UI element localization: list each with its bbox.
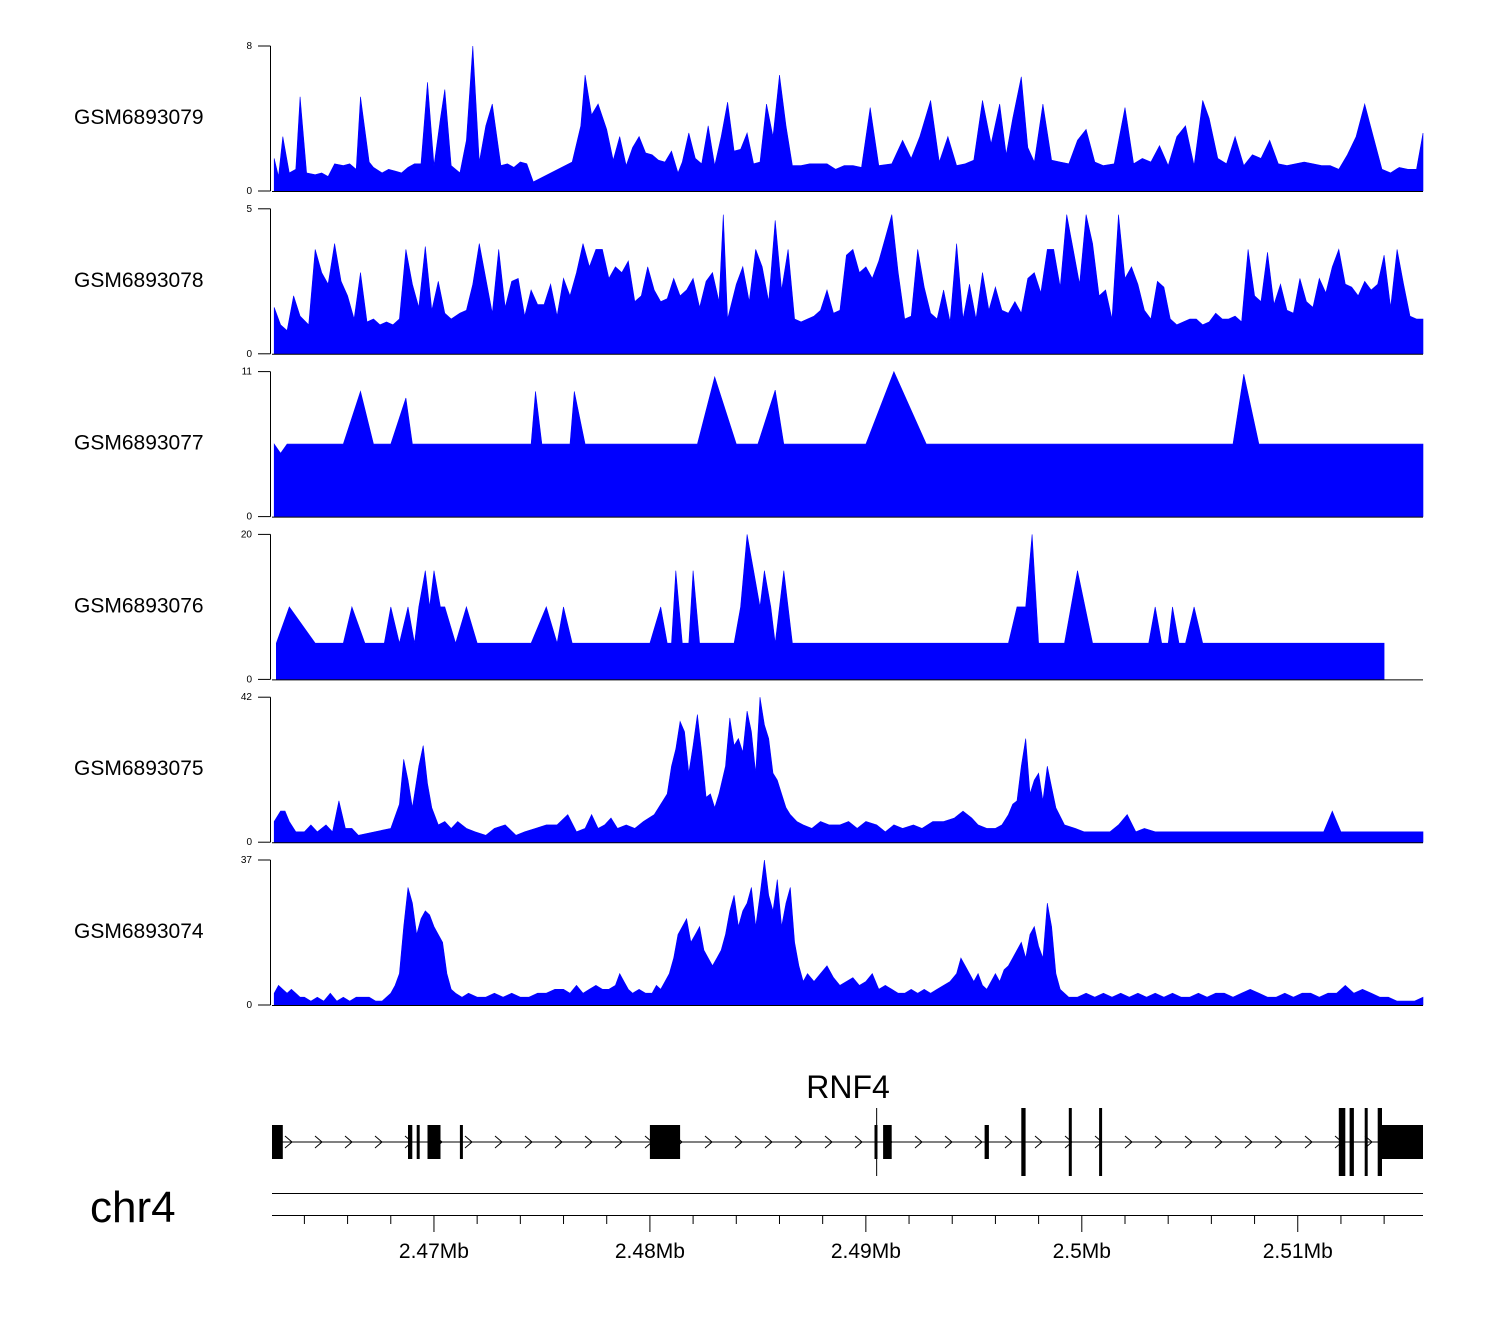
- strand-arrow: [764, 1135, 773, 1149]
- strand-arrow: [554, 1135, 563, 1149]
- chromosome-label: chr4: [90, 1183, 176, 1232]
- exon: [459, 1125, 463, 1159]
- strand-arrow: [1004, 1135, 1013, 1149]
- track-GSM6893076: GSM6893076 20 0: [74, 529, 1423, 685]
- strand-arrow: [944, 1135, 953, 1149]
- strand-arrow: [854, 1135, 863, 1149]
- y-axis-max-label: 11: [242, 367, 253, 378]
- strand-arrow: [1304, 1135, 1313, 1149]
- x-tick-label: 2.48Mb: [615, 1240, 685, 1263]
- strand-arrow: [1154, 1135, 1163, 1149]
- strand-arrow: [314, 1135, 323, 1149]
- strand-arrow: [494, 1135, 503, 1149]
- exon: [1382, 1125, 1423, 1159]
- y-axis-min-label: 0: [246, 674, 252, 685]
- x-tick-label: 2.51Mb: [1263, 1240, 1333, 1263]
- strand-arrow: [1034, 1135, 1043, 1149]
- strand-arrow: [704, 1135, 713, 1149]
- exon: [1021, 1108, 1026, 1176]
- y-axis-min-label: 0: [246, 512, 252, 523]
- strand-arrow: [524, 1135, 533, 1149]
- coverage-area: [273, 370, 1424, 517]
- genomic-axis: chr4 2.47Mb 2.48Mb 2.49Mb 2.5Mb 2.51Mb: [90, 1183, 1423, 1263]
- coverage-area: [273, 859, 1424, 1006]
- y-axis-max-label: 20: [241, 529, 253, 540]
- strand-arrow: [1214, 1135, 1223, 1149]
- coverage-tracks: GSM689307980GSM689307850GSM6893077110GSM…: [74, 41, 1424, 1011]
- coverage-area: [273, 697, 1424, 843]
- y-axis-max-label: 42: [241, 692, 253, 703]
- y-axis-min-label: 0: [246, 186, 252, 197]
- strand-arrow: [1184, 1135, 1193, 1149]
- track-GSM6893079: GSM6893079 8 0: [74, 41, 1424, 197]
- track-label: GSM6893078: [74, 269, 204, 292]
- x-tick-label: 2.5Mb: [1053, 1240, 1111, 1263]
- exon: [272, 1125, 283, 1159]
- y-axis-min-label: 0: [246, 349, 252, 360]
- y-axis-max-label: 37: [241, 855, 253, 866]
- strand-arrow: [734, 1135, 743, 1149]
- gene-model-track: RNF4: [272, 1069, 1423, 1176]
- track-label: GSM6893074: [74, 920, 204, 943]
- strand-arrow: [1064, 1135, 1073, 1149]
- exon: [874, 1125, 878, 1159]
- y-axis-max-label: 5: [246, 204, 252, 215]
- exon: [427, 1125, 441, 1159]
- strand-arrow: [584, 1135, 593, 1149]
- track-GSM6893075: GSM6893075 42 0: [74, 692, 1424, 848]
- track-label: GSM6893076: [74, 594, 204, 617]
- coverage-area: [273, 214, 1424, 355]
- exon: [416, 1125, 420, 1159]
- strand-arrow: [974, 1135, 983, 1149]
- strand-arrow: [1244, 1135, 1253, 1149]
- strand-arrow: [344, 1135, 353, 1149]
- strand-arrow: [614, 1135, 623, 1149]
- x-tick-label: 2.47Mb: [399, 1240, 469, 1263]
- exon: [408, 1125, 413, 1159]
- strand-arrow: [794, 1135, 803, 1149]
- strand-arrow: [464, 1135, 473, 1149]
- exon: [1068, 1108, 1072, 1176]
- exon: [649, 1125, 681, 1159]
- strand-arrow: [284, 1135, 293, 1149]
- exon: [883, 1125, 892, 1159]
- strand-arrow: [824, 1135, 833, 1149]
- gene-label: RNF4: [806, 1069, 890, 1105]
- strand-arrow: [914, 1135, 923, 1149]
- x-tick-label: 2.49Mb: [831, 1240, 901, 1263]
- strand-arrow: [1124, 1135, 1133, 1149]
- exon: [1349, 1108, 1354, 1176]
- track-GSM6893078: GSM6893078 5 0: [74, 204, 1424, 360]
- exon: [1364, 1108, 1368, 1176]
- strand-arrow: [374, 1135, 383, 1149]
- coverage-area: [273, 45, 1424, 192]
- track-GSM6893077: GSM6893077 11 0: [74, 367, 1424, 523]
- track-GSM6893074: GSM6893074 37 0: [74, 855, 1424, 1011]
- coverage-area: [276, 534, 1385, 680]
- exon: [1338, 1108, 1346, 1176]
- y-axis-min-label: 0: [246, 837, 252, 848]
- track-label: GSM6893079: [74, 106, 204, 129]
- exon: [984, 1125, 989, 1159]
- exon: [1377, 1108, 1382, 1176]
- exon: [1099, 1108, 1103, 1176]
- track-label: GSM6893077: [74, 432, 204, 455]
- strand-arrow: [1274, 1135, 1283, 1149]
- y-axis-max-label: 8: [246, 41, 252, 52]
- track-label: GSM6893075: [74, 757, 204, 780]
- y-axis-min-label: 0: [246, 1000, 252, 1011]
